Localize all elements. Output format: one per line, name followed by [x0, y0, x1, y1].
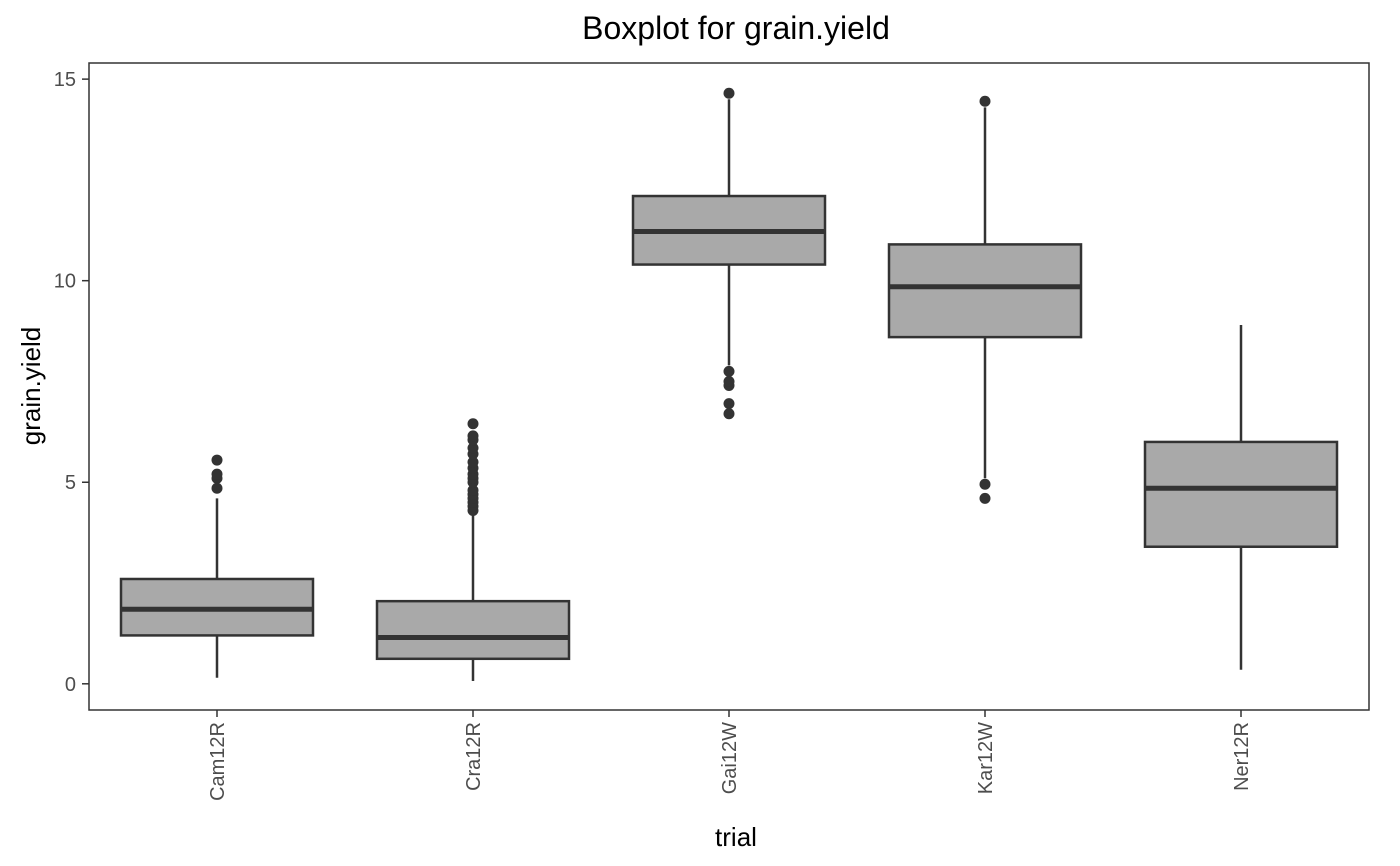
outlier-point — [211, 454, 223, 466]
x-tick-label: Gai12W — [719, 722, 741, 794]
x-tick-label: Cra12R — [463, 722, 485, 791]
y-tick-label: 5 — [65, 472, 76, 494]
iqr-box — [887, 243, 1083, 339]
outlier-point — [723, 87, 735, 99]
outlier-point — [979, 492, 991, 504]
outlier-point — [979, 478, 991, 490]
x-tick-label: Ner12R — [1231, 722, 1253, 791]
outlier-point — [211, 482, 223, 494]
iqr-box — [375, 599, 571, 661]
outlier-point — [723, 365, 735, 377]
box-Ner12R — [1143, 325, 1339, 670]
outlier-point — [723, 375, 735, 387]
box-Cra12R — [375, 418, 571, 681]
outlier-point — [467, 442, 479, 454]
y-axis: 0 5 10 15 — [54, 69, 89, 696]
y-tick-label: 10 — [54, 271, 76, 293]
outlier-point — [467, 456, 479, 468]
plot-area — [119, 87, 1339, 681]
x-axis-title: trial — [715, 822, 757, 852]
box-Gai12W — [631, 87, 827, 420]
y-tick-label: 15 — [54, 69, 76, 91]
outlier-point — [211, 468, 223, 480]
chart-title: Boxplot for grain.yield — [582, 10, 890, 46]
outlier-point — [467, 418, 479, 430]
x-axis: Cam12R Cra12R Gai12W Kar12W Ner12R — [207, 710, 1253, 801]
outlier-point — [979, 95, 991, 107]
outlier-point — [467, 484, 479, 496]
box-Cam12R — [119, 454, 315, 678]
x-tick-label: Kar12W — [975, 722, 997, 794]
iqr-box — [1143, 440, 1339, 548]
y-axis-title: grain.yield — [16, 327, 46, 446]
outlier-point — [467, 430, 479, 442]
outlier-point — [723, 408, 735, 420]
y-tick-label: 0 — [65, 674, 76, 696]
outlier-point — [723, 398, 735, 410]
box-Kar12W — [887, 95, 1083, 504]
x-tick-label: Cam12R — [207, 722, 229, 801]
